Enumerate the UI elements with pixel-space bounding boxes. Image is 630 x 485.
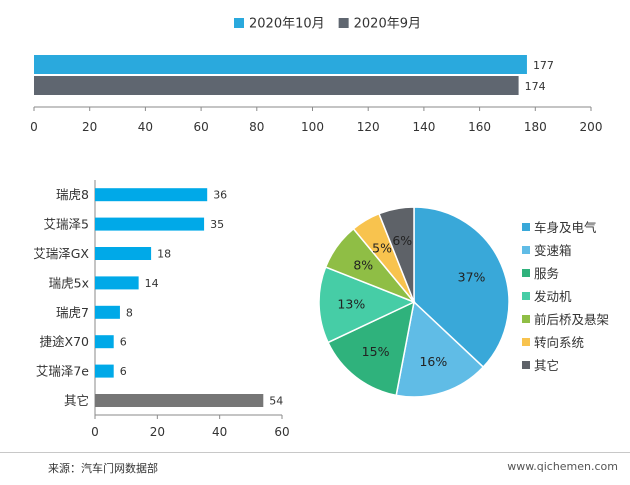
- model-bar-chart: 36 瑞虎8 35 艾瑞泽5 18 艾瑞泽GX 14 瑞虎5x 8 瑞虎7 6 捷途X70 6 艾瑞泽7e…: [33, 180, 290, 439]
- pie-value-label-2: 15%: [362, 344, 390, 359]
- model-bar-value-5: 6: [120, 336, 127, 349]
- model-bar-1: [95, 217, 205, 231]
- pie-legend-label-4: 前后桥及悬架: [534, 312, 609, 327]
- model-bar-value-6: 6: [120, 365, 127, 378]
- model-x-tick-label-3: 60: [274, 425, 289, 439]
- pie-legend-swatch-4: [522, 315, 530, 323]
- top-x-tick-label-10: 200: [580, 120, 603, 134]
- model-label-0: 瑞虎8: [56, 187, 89, 202]
- top-x-tick-label-4: 80: [249, 120, 264, 134]
- pie-legend-swatch-2: [522, 269, 530, 277]
- model-bar-value-1: 35: [210, 218, 224, 231]
- top-x-tick-label-6: 120: [357, 120, 380, 134]
- model-bar-6: [95, 364, 114, 378]
- top-x-tick-label-3: 60: [193, 120, 208, 134]
- model-label-4: 瑞虎7: [56, 305, 89, 320]
- pie-legend-swatch-5: [522, 338, 530, 346]
- pie-legend-label-3: 发动机: [534, 289, 572, 304]
- top-x-tick-label-8: 160: [468, 120, 491, 134]
- top-bar-1: [34, 76, 519, 95]
- pie-legend-swatch-0: [522, 223, 530, 231]
- pie-value-label-6: 6%: [392, 233, 412, 248]
- model-bar-value-2: 18: [157, 248, 171, 261]
- top-bar-chart: 2020年10月 2020年9月 177 174 0 20 40 60 80 100 120 140 1…: [30, 17, 602, 135]
- pie-legend-swatch-6: [522, 361, 530, 369]
- site-watermark: www.qichemen.com: [507, 460, 618, 473]
- top-x-tick-label-1: 20: [82, 120, 97, 134]
- model-bar-7: [95, 394, 264, 407]
- pie-legend-label-1: 变速箱: [534, 243, 572, 258]
- model-bar-value-3: 14: [145, 277, 159, 290]
- pie-value-label-5: 5%: [372, 241, 392, 256]
- model-bar-5: [95, 335, 114, 349]
- model-label-7: 其它: [64, 393, 89, 408]
- top-x-tick-label-5: 100: [301, 120, 324, 134]
- pie-legend-label-6: 其它: [534, 358, 559, 373]
- top-x-tick-label-2: 40: [138, 120, 153, 134]
- pie-slice-6: [378, 206, 415, 303]
- model-label-2: 艾瑞泽GX: [33, 246, 89, 261]
- pie-value-label-3: 13%: [337, 296, 365, 311]
- model-bar-2: [95, 247, 152, 260]
- pie-value-label-1: 16%: [419, 354, 447, 369]
- model-label-3: 瑞虎5x: [49, 275, 89, 290]
- model-bar-value-7: 54: [269, 395, 283, 408]
- model-bar-4: [95, 305, 120, 319]
- model-x-tick-label-1: 20: [150, 425, 165, 439]
- top-bar-0: [34, 55, 527, 74]
- model-label-1: 艾瑞泽5: [44, 217, 89, 232]
- model-bar-0: [95, 188, 208, 202]
- pie-value-label-0: 37%: [458, 270, 486, 285]
- top-bar-value-1: 174: [525, 80, 546, 93]
- pie-slice-2: [327, 300, 416, 397]
- fault-pie-chart: 37% 16% 15% 13% 8% 5%6% 车身及电气变速箱服务发动机前后桥及悬架转向系…: [318, 206, 609, 398]
- top-bar-value-0: 177: [533, 59, 554, 72]
- footer: 来源：汽车门网数据部 www.qichemen.com: [0, 452, 630, 485]
- top-x-tick-label-0: 0: [30, 120, 38, 134]
- model-x-tick-label-0: 0: [91, 425, 99, 439]
- model-x-tick-label-2: 40: [212, 425, 227, 439]
- model-label-5: 捷途X70: [40, 334, 90, 349]
- model-label-6: 艾瑞泽7e: [36, 364, 89, 379]
- model-bar-3: [95, 276, 139, 290]
- pie-value-label-4: 8%: [353, 258, 373, 273]
- pie-legend-swatch-3: [522, 292, 530, 300]
- pie-slice-3: [318, 266, 416, 344]
- legend-swatch-0: [234, 18, 244, 28]
- model-bar-value-0: 36: [213, 189, 227, 202]
- legend-label-1: 2020年9月: [354, 17, 421, 32]
- pie-legend-label-2: 服务: [534, 266, 559, 281]
- model-bar-value-4: 8: [126, 306, 133, 319]
- top-x-tick-label-7: 140: [412, 120, 435, 134]
- pie-legend-label-5: 转向系统: [534, 335, 584, 350]
- pie-legend-label-0: 车身及电气: [534, 220, 597, 235]
- top-x-tick-label-9: 180: [524, 120, 547, 134]
- legend-swatch-1: [338, 18, 349, 28]
- pie-legend-swatch-1: [522, 246, 530, 254]
- source-note: 来源：汽车门网数据部: [48, 462, 158, 475]
- legend-label-0: 2020年10月: [249, 17, 325, 32]
- pie-slice-0: [413, 206, 510, 369]
- pie-slice-1: [395, 300, 485, 398]
